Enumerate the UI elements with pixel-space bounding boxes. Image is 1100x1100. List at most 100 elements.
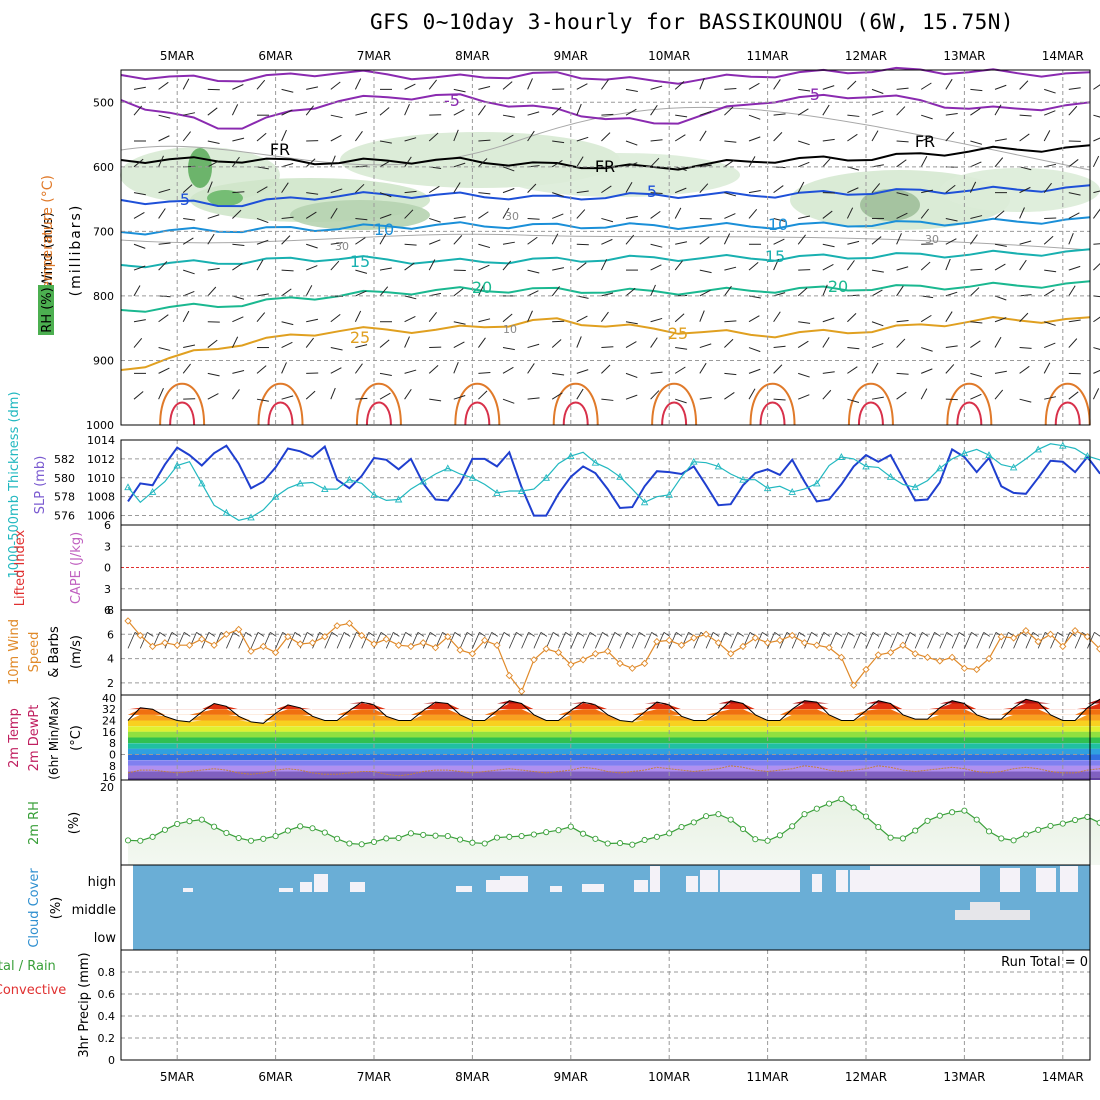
wind-barb: [207, 286, 217, 297]
wind-barb: [1043, 289, 1055, 297]
cloud-clear-cell: [350, 882, 365, 892]
wind-barb: [724, 88, 737, 90]
thickness-line: [127, 443, 1100, 521]
date-label-bottom: 10MAR: [648, 1070, 690, 1084]
wind-barb: [748, 261, 759, 271]
wind-barb: [231, 336, 239, 348]
wind-barb-flag: [897, 632, 904, 637]
thickness-marker: [714, 462, 723, 470]
wind-speed-marker: [579, 656, 587, 664]
wind-barb: [355, 183, 365, 193]
rh-label: 30: [925, 233, 939, 246]
wind-barb-flag: [405, 632, 412, 637]
wind-barb: [404, 388, 412, 400]
rh-marker: [334, 835, 341, 842]
rh-colorbar: [38, 285, 54, 335]
y-tick-precip: 0.6: [98, 988, 116, 1001]
wind-barb: [133, 192, 146, 196]
wind-barb: [1044, 88, 1056, 94]
wind-barb: [355, 217, 368, 221]
rh-contour-line: [120, 106, 1091, 171]
wind-barb: [1068, 338, 1078, 348]
wind-speed-marker: [911, 650, 919, 658]
cloud-clear-cell: [300, 882, 312, 892]
rh-contour-fill: [500, 153, 740, 197]
thickness-marker: [296, 479, 304, 487]
wind-barb: [232, 84, 244, 90]
wind-speed-marker: [444, 633, 452, 641]
y-tick-lifted: 3: [104, 583, 111, 596]
date-label-bottom: 6MAR: [258, 1070, 293, 1084]
panel-background: [121, 70, 1090, 425]
rh-marker: [297, 823, 304, 830]
wind-barb: [600, 79, 609, 90]
y-tick-thickness: 580: [54, 472, 75, 485]
wind-barb: [1068, 87, 1081, 90]
wind-barb: [207, 267, 220, 271]
date-label-top: 5MAR: [160, 49, 195, 63]
temp-axis-label-minmax: (6hr Min/Max): [47, 696, 61, 780]
wind-speed-marker: [493, 641, 501, 649]
wind-barb: [650, 264, 662, 271]
wind-speed-marker: [862, 665, 870, 674]
wind-barb: [207, 393, 219, 400]
wind-barb: [502, 260, 512, 271]
thickness-marker: [124, 483, 132, 491]
wind-barb: [133, 86, 146, 90]
isotherm-35-loop: [956, 401, 983, 426]
wind-barb: [1093, 137, 1100, 142]
isotherm-label: FR: [915, 132, 935, 151]
thickness-marker: [788, 488, 796, 495]
wind-barb: [994, 263, 1006, 271]
wind-barb-flag: [811, 632, 818, 637]
wind-barb: [822, 371, 835, 374]
wind-barb: [281, 109, 293, 116]
wind-barb: [133, 338, 143, 348]
y-tick-thickness: 582: [54, 453, 75, 466]
y-tick-slp: 1006: [87, 510, 115, 523]
rh-marker: [370, 838, 378, 845]
wind-barb-10m: [951, 632, 960, 649]
wind-barb: [797, 181, 805, 193]
rh-contour-fill: [188, 148, 212, 188]
wind-barb: [748, 347, 761, 353]
wind-barb: [1019, 398, 1032, 403]
wind-barb: [453, 88, 466, 93]
wind-speed-marker: [665, 636, 673, 644]
rh-marker: [555, 827, 562, 834]
y-tick-wind: 8: [107, 604, 114, 617]
wind-barbs: [133, 78, 1100, 404]
wind-barb: [1093, 295, 1100, 298]
wind-barb: [1019, 312, 1029, 323]
wind-barb: [182, 78, 190, 90]
wind-barb: [453, 288, 464, 297]
wind-barb: [871, 362, 879, 374]
wind-barb-10m: [361, 632, 370, 649]
wind-barb: [798, 161, 810, 168]
wind-barb: [945, 291, 958, 297]
dewpoint-axis-label: 2m DewPt: [27, 705, 42, 772]
wind-speed-marker: [899, 641, 907, 649]
wind-barb-10m: [422, 632, 431, 649]
wind-barb: [158, 188, 171, 194]
cloud-clear-cell: [634, 880, 648, 892]
wind-speed-marker: [677, 641, 686, 649]
slp-line: [127, 444, 1100, 517]
wind-speed-marker: [1034, 637, 1042, 646]
wind-barb: [921, 347, 933, 352]
wind-barb: [183, 290, 195, 297]
wind-speed-marker: [235, 625, 243, 634]
wind-barb: [896, 338, 906, 348]
thickness-marker: [911, 483, 919, 491]
wind-barb: [478, 192, 491, 195]
wind-barb: [551, 339, 562, 348]
wind-barb: [921, 136, 933, 142]
wind-barb: [650, 284, 656, 297]
wind-barb-flag: [774, 632, 781, 637]
wind-barb: [625, 321, 638, 325]
y-tick-temp: 8: [109, 737, 116, 750]
isotherm-35-loop: [562, 401, 589, 426]
wind-barb: [133, 285, 141, 297]
wind-barb: [379, 192, 392, 198]
wind-barb: [699, 164, 712, 168]
